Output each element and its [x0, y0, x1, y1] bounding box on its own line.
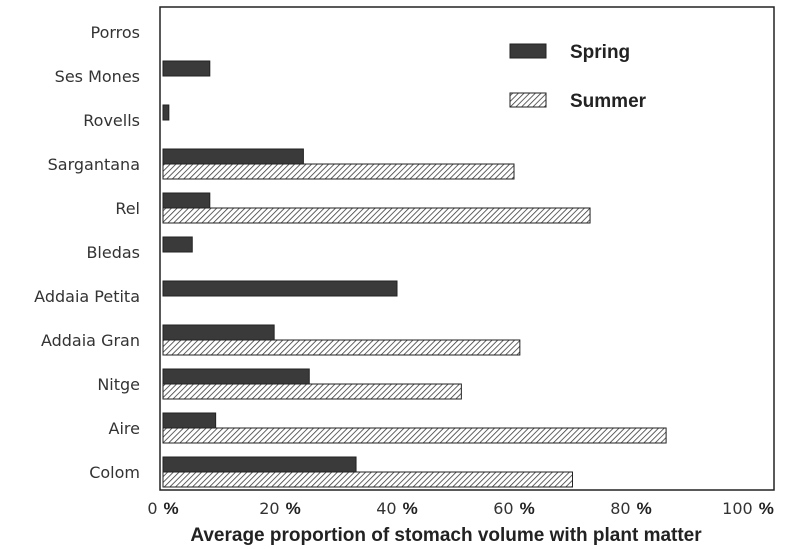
x-tick-number: 100 — [722, 499, 753, 518]
legend: Spring Summer — [509, 42, 647, 112]
category-labels: Porros Ses Mones Rovells Sargantana Rel Bleda… — [34, 23, 140, 482]
bar-spring — [162, 280, 398, 297]
category-label: Bledas — [86, 243, 140, 262]
bar-summer — [162, 427, 667, 444]
bar-spring — [162, 192, 211, 209]
bar-spring — [162, 60, 211, 77]
bars-layer — [162, 60, 667, 488]
legend-swatch-summer — [509, 92, 547, 108]
x-tick-percent: % — [520, 499, 535, 518]
x-tick-number: 60 — [493, 499, 513, 518]
category-label: Addaia Gran — [41, 331, 140, 350]
plot-frame — [159, 6, 775, 491]
category-label: Colom — [89, 463, 140, 482]
x-tick-number: 80 — [610, 499, 630, 518]
bar-spring — [162, 236, 193, 253]
bar-summer — [162, 383, 462, 400]
x-tick-percent: % — [403, 499, 418, 518]
x-tick-number: 20 — [259, 499, 279, 518]
x-tick-label: 40% — [376, 499, 417, 518]
x-tick-labels: 0% 20% 40% 60% 80% 100% — [147, 499, 773, 518]
category-label: Ses Mones — [55, 67, 140, 86]
x-tick-percent: % — [759, 499, 774, 518]
x-axis-label: Average proportion of stomach volume wit… — [190, 525, 702, 546]
bar-spring — [162, 104, 170, 121]
x-tick-label: 80% — [610, 499, 651, 518]
x-tick-percent: % — [286, 499, 301, 518]
legend-swatch-spring — [509, 43, 547, 59]
bar-spring — [162, 368, 310, 385]
category-label: Rel — [115, 199, 140, 218]
x-tick-label: 20% — [259, 499, 300, 518]
category-label: Sargantana — [48, 155, 140, 174]
bar-summer — [162, 163, 515, 180]
bar-spring — [162, 324, 275, 341]
x-tick-label: 60% — [493, 499, 534, 518]
bar-summer — [162, 471, 573, 488]
bar-summer — [162, 207, 591, 224]
x-tick-percent: % — [164, 499, 179, 518]
bar-spring — [162, 412, 217, 429]
x-tick-label: 0% — [147, 499, 178, 518]
category-label: Nitge — [97, 375, 140, 394]
x-tick-percent: % — [637, 499, 652, 518]
bar-spring — [162, 148, 304, 165]
bar-summer — [162, 339, 521, 356]
bar-spring — [162, 456, 357, 473]
category-label: Rovells — [83, 111, 140, 130]
category-label: Porros — [90, 23, 140, 42]
category-label: Addaia Petita — [34, 287, 140, 306]
category-label: Aire — [109, 419, 140, 438]
x-tick-label: 100% — [722, 499, 774, 518]
legend-label-spring: Spring — [570, 42, 630, 63]
x-tick-number: 0 — [147, 499, 157, 518]
x-tick-number: 40 — [376, 499, 396, 518]
legend-label-summer: Summer — [570, 91, 647, 112]
